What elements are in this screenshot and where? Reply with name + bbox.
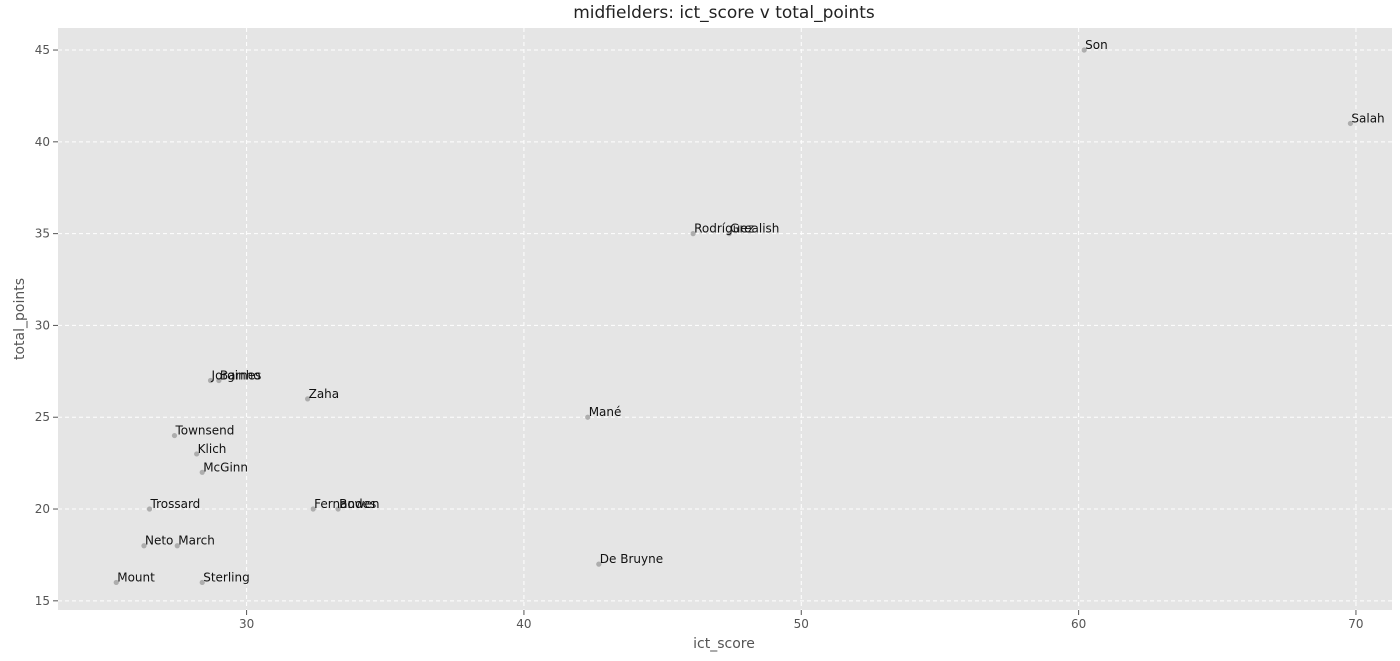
data-point bbox=[310, 506, 316, 512]
data-point bbox=[171, 432, 178, 439]
x-tick-label: 30 bbox=[239, 617, 254, 631]
data-points bbox=[113, 47, 1353, 586]
point-label: Grealish bbox=[730, 222, 779, 236]
data-point bbox=[199, 469, 205, 475]
data-point bbox=[146, 506, 153, 512]
y-tick-label: 35 bbox=[35, 227, 50, 241]
x-axis-label: ict_score bbox=[693, 636, 755, 652]
data-point bbox=[1081, 47, 1087, 53]
point-label: Jorginho bbox=[211, 369, 261, 383]
data-point bbox=[305, 396, 311, 402]
data-point bbox=[194, 451, 200, 457]
data-point bbox=[596, 561, 602, 567]
point-label: Trossard bbox=[150, 497, 201, 511]
chart-title: midfielders: ict_score v total_points bbox=[573, 3, 875, 23]
point-label: Bowen bbox=[339, 497, 379, 511]
y-tick-label: 15 bbox=[35, 594, 50, 608]
point-label: McGinn bbox=[203, 460, 248, 474]
point-label: Fernandes bbox=[314, 497, 376, 511]
point-label: Mount bbox=[117, 570, 155, 584]
axis-ticks: 30 40 50 60 70 15 20 25 30 35 40 45 bbox=[35, 43, 1364, 631]
y-tick-label: 45 bbox=[35, 43, 50, 57]
y-tick-label: 25 bbox=[35, 410, 50, 424]
data-point bbox=[690, 231, 696, 237]
x-tick-label: 40 bbox=[516, 617, 531, 631]
y-axis-label: total_points bbox=[12, 278, 28, 360]
data-point bbox=[199, 579, 205, 586]
data-point bbox=[113, 579, 119, 586]
point-label: Mané bbox=[589, 405, 622, 419]
data-point bbox=[141, 543, 147, 549]
y-tick-label: 40 bbox=[35, 135, 50, 149]
x-tick-label: 50 bbox=[794, 617, 809, 631]
data-point bbox=[585, 414, 591, 420]
plot-area bbox=[58, 28, 1392, 610]
point-label: Klich bbox=[198, 442, 227, 456]
point-label: Rodríguez bbox=[694, 222, 754, 236]
point-label: Neto bbox=[145, 534, 173, 548]
y-tick-label: 30 bbox=[35, 318, 50, 332]
data-point bbox=[726, 231, 732, 237]
point-label: Townsend bbox=[174, 424, 234, 438]
data-point bbox=[335, 506, 341, 512]
x-tick-label: 60 bbox=[1071, 617, 1086, 631]
y-tick-label: 20 bbox=[35, 502, 50, 516]
point-label: Barnes bbox=[220, 369, 262, 383]
point-label: March bbox=[178, 534, 215, 548]
point-label: Sterling bbox=[203, 570, 250, 584]
point-label: De Bruyne bbox=[600, 552, 663, 566]
point-label: Salah bbox=[1351, 111, 1384, 125]
data-point bbox=[1347, 120, 1353, 127]
data-point bbox=[207, 377, 214, 384]
x-tick-label: 70 bbox=[1348, 617, 1363, 631]
point-label: Zaha bbox=[309, 387, 340, 401]
data-point bbox=[216, 377, 222, 384]
point-label: Son bbox=[1085, 38, 1108, 52]
data-point bbox=[174, 543, 180, 549]
gridlines bbox=[58, 28, 1392, 610]
